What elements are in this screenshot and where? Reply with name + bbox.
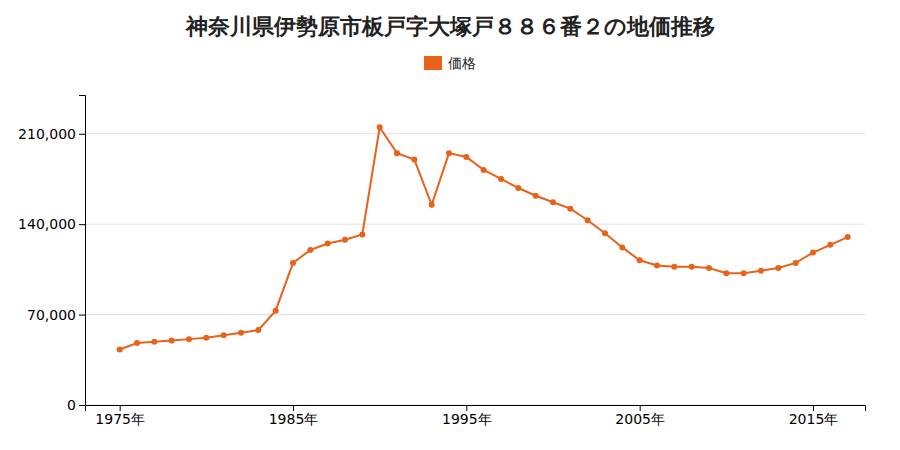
grid bbox=[85, 134, 865, 405]
point bbox=[775, 265, 781, 271]
point bbox=[411, 157, 417, 163]
y-tick-label: 210,000 bbox=[18, 126, 76, 142]
point bbox=[446, 150, 452, 156]
chart: 神奈川県伊勢原市板戸字大塚戸８８６番２の地価推移 1975年 1985年 1995年 2… bbox=[0, 0, 900, 450]
point bbox=[255, 327, 261, 333]
point bbox=[602, 230, 608, 236]
y-tick-label: 70,000 bbox=[27, 307, 76, 323]
grid-line bbox=[85, 314, 865, 315]
x-tick-label: 2005年 bbox=[615, 411, 665, 427]
x-tick-label: 1975年 bbox=[95, 411, 145, 427]
point bbox=[134, 340, 140, 346]
point bbox=[481, 167, 487, 173]
legend-label: 価格 bbox=[448, 55, 476, 71]
grid-line bbox=[85, 224, 865, 225]
y-tick-mark bbox=[79, 134, 85, 135]
x-tick: 2015年 bbox=[789, 405, 839, 427]
point bbox=[151, 339, 157, 345]
y-tick-label: 0 bbox=[67, 397, 76, 413]
y-tick-label: 140,000 bbox=[18, 216, 76, 232]
point bbox=[342, 237, 348, 243]
point bbox=[827, 242, 833, 248]
point bbox=[325, 241, 331, 247]
point bbox=[810, 250, 816, 256]
y-axis: 0 70,000 140,000 210,000 bbox=[18, 96, 85, 413]
point bbox=[394, 150, 400, 156]
legend-item: 価格 bbox=[424, 55, 476, 71]
point bbox=[203, 335, 209, 341]
point bbox=[515, 185, 521, 191]
point bbox=[567, 206, 573, 212]
point bbox=[793, 260, 799, 266]
point bbox=[498, 176, 504, 182]
legend-swatch bbox=[424, 56, 442, 70]
title: 神奈川県伊勢原市板戸字大塚戸８８６番２の地価推移 bbox=[185, 14, 715, 39]
point bbox=[186, 336, 192, 342]
point bbox=[637, 257, 643, 263]
legend: 価格 bbox=[424, 55, 476, 71]
y-tick-mark bbox=[79, 405, 85, 406]
point bbox=[273, 308, 279, 314]
y-tick: 210,000 bbox=[18, 126, 85, 142]
point bbox=[463, 154, 469, 160]
point bbox=[723, 270, 729, 276]
point bbox=[671, 264, 677, 270]
point bbox=[585, 217, 591, 223]
plot-area: 1975年 1985年 1995年 2005年 2015年 0 70,000 140,000 2… bbox=[18, 96, 865, 427]
point bbox=[429, 202, 435, 208]
x-tick-label: 1995年 bbox=[442, 411, 492, 427]
y-tick: 0 bbox=[67, 397, 85, 413]
line bbox=[120, 127, 848, 349]
point bbox=[238, 330, 244, 336]
point bbox=[689, 264, 695, 270]
point bbox=[758, 268, 764, 274]
point bbox=[845, 234, 851, 240]
point bbox=[741, 270, 747, 276]
point bbox=[169, 337, 175, 343]
point bbox=[654, 263, 660, 269]
y-tick: 140,000 bbox=[18, 216, 85, 232]
point bbox=[221, 332, 227, 338]
y-tick-mark bbox=[79, 315, 85, 316]
x-axis: 1975年 1985年 1995年 2005年 2015年 bbox=[86, 405, 866, 427]
x-tick: 1975年 bbox=[95, 405, 145, 427]
marks bbox=[117, 124, 851, 352]
y-axis-line bbox=[79, 96, 86, 406]
grid-line bbox=[85, 133, 865, 134]
x-tick: 1995年 bbox=[442, 405, 492, 427]
point bbox=[533, 193, 539, 199]
point bbox=[706, 265, 712, 271]
x-tick-label: 2015年 bbox=[789, 411, 839, 427]
point bbox=[117, 346, 123, 352]
x-tick: 1985年 bbox=[269, 405, 319, 427]
y-tick: 70,000 bbox=[27, 307, 85, 323]
y-tick-mark bbox=[79, 224, 85, 225]
point bbox=[359, 232, 365, 238]
point bbox=[619, 244, 625, 250]
point bbox=[550, 199, 556, 205]
x-tick-label: 1985年 bbox=[269, 411, 319, 427]
point bbox=[307, 247, 313, 253]
x-tick: 2005年 bbox=[615, 405, 665, 427]
point bbox=[377, 124, 383, 130]
point bbox=[290, 260, 296, 266]
